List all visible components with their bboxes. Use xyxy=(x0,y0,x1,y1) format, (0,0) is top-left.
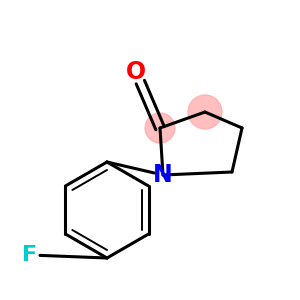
Text: N: N xyxy=(153,163,173,187)
Circle shape xyxy=(145,113,175,143)
Text: F: F xyxy=(22,245,38,265)
Circle shape xyxy=(188,95,222,129)
Text: O: O xyxy=(126,60,146,84)
